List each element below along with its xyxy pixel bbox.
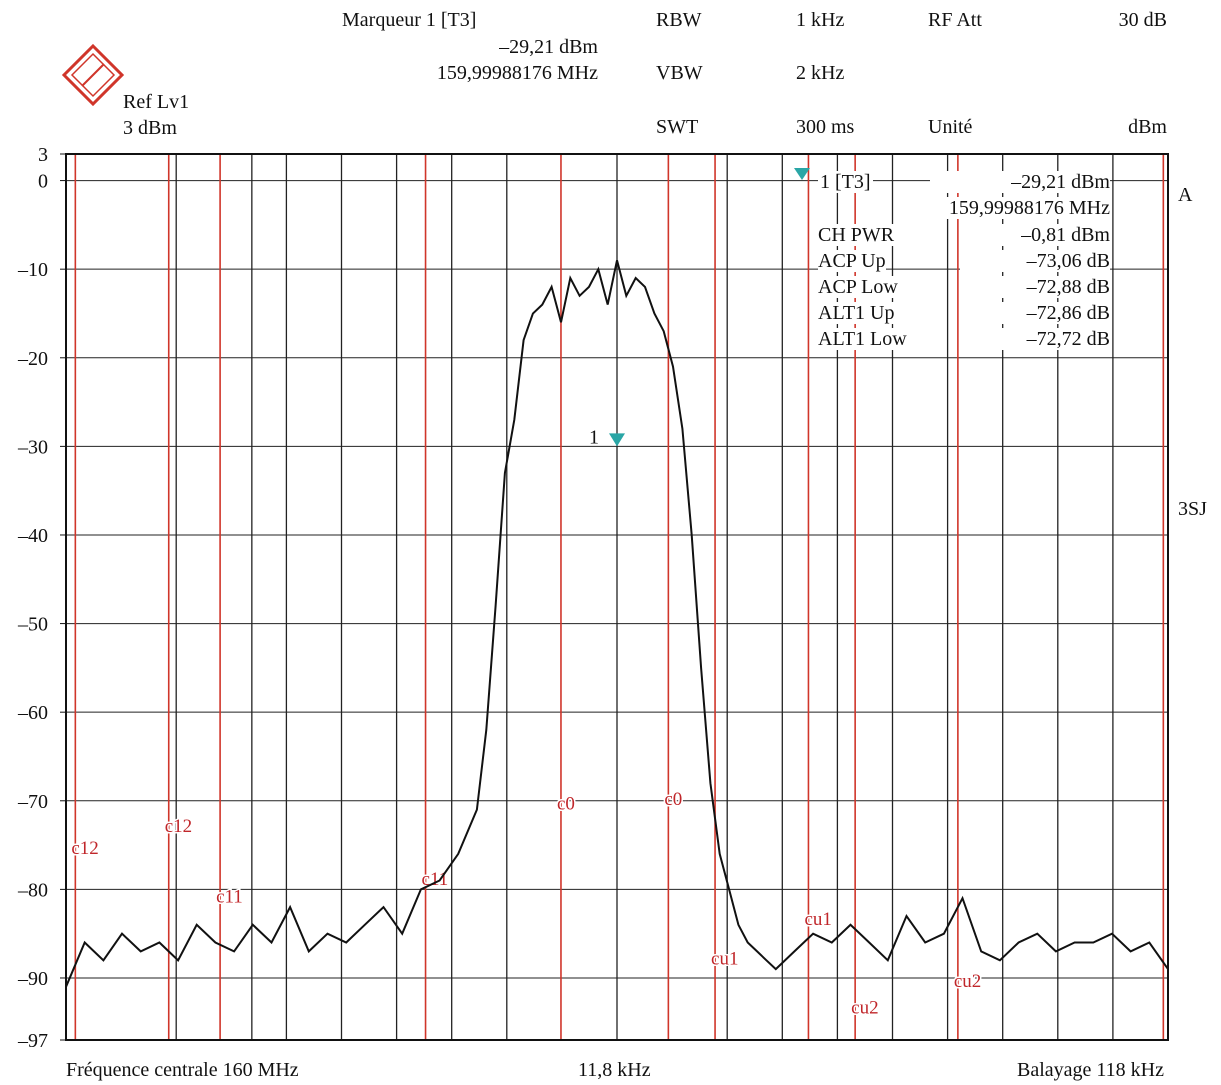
readout-label: ALT1 Low — [818, 328, 907, 350]
ref-value: 3 dBm — [123, 117, 177, 139]
readout-marker-icon — [794, 168, 810, 180]
y-tick-label: –80 — [17, 879, 48, 901]
ref-label: Ref Lv1 — [123, 91, 190, 113]
rfatt-value: 30 dB — [1118, 9, 1167, 31]
marker-title: Marqueur 1 [T3] — [342, 9, 477, 31]
channel-label: cu1 — [711, 949, 738, 970]
readout-value: –73,06 dB — [960, 250, 1110, 272]
readout-value: –72,86 dB — [960, 302, 1110, 324]
y-tick-label: –10 — [17, 259, 48, 281]
y-tick-label: –20 — [17, 348, 48, 370]
readout-value: –72,88 dB — [960, 276, 1110, 298]
swt-value: 300 ms — [796, 116, 855, 138]
channel-label: c11 — [216, 887, 243, 908]
readout-marker-freq: 159,99988176 MHz — [900, 197, 1110, 219]
y-tick-label: 3 — [38, 144, 48, 166]
channel-label: c0 — [557, 794, 575, 815]
channel-label: c12 — [165, 816, 192, 837]
readout-label: CH PWR — [818, 224, 895, 246]
marker-label: 1 — [589, 426, 599, 448]
vbw-label: VBW — [656, 62, 703, 84]
channel-label: cu2 — [954, 971, 981, 992]
readout-label: ACP Up — [818, 250, 886, 272]
readout-value: –72,72 dB — [960, 328, 1110, 350]
y-axis-ticks: 3 0 –10 –20 –30 –40 –50 –60 –70 –80 –90 –97 — [17, 144, 66, 1052]
center-frequency: Fréquence centrale 160 MHz — [66, 1059, 299, 1081]
channel-label: cu1 — [804, 909, 831, 930]
readout-label: ACP Low — [818, 276, 898, 298]
y-tick-label: –97 — [17, 1030, 48, 1052]
marker-group: 1 — [589, 168, 810, 448]
rbw-value: 1 kHz — [796, 9, 845, 31]
plot-frame — [65, 153, 1169, 1041]
channel-label: c0 — [664, 789, 682, 810]
swt-label: SWT — [656, 116, 699, 138]
readout-label: ALT1 Up — [818, 302, 895, 324]
detector-label: 3SJ — [1178, 498, 1207, 520]
y-tick-label: –40 — [17, 525, 48, 547]
y-tick-label: 0 — [38, 171, 48, 193]
y-tick-label: –30 — [17, 436, 48, 458]
rbw-label: RBW — [656, 9, 702, 31]
readout-value: –0,81 dBm — [960, 224, 1110, 246]
y-tick-label: –50 — [17, 614, 48, 636]
span: Balayage 118 kHz — [1017, 1059, 1164, 1081]
trace-a-label: A — [1178, 184, 1193, 206]
channel-label: cu2 — [851, 997, 878, 1018]
marker-freq: 159,99988176 MHz — [436, 62, 598, 84]
readout-marker: 1 [T3] — [818, 171, 873, 193]
division-width: 11,8 kHz — [578, 1059, 651, 1081]
marker-triangle-icon — [609, 433, 625, 447]
channel-label: c12 — [71, 838, 98, 859]
spectrum-trace — [65, 260, 1169, 988]
rfatt-label: RF Att — [928, 9, 982, 31]
unit-label: Unité — [928, 116, 973, 138]
y-tick-label: –60 — [17, 702, 48, 724]
y-tick-label: –90 — [17, 968, 48, 990]
readout-marker-level: –29,21 dBm — [930, 171, 1110, 193]
marker-level: –29,21 dBm — [499, 36, 598, 58]
unit-value: dBm — [1128, 116, 1167, 138]
rs-logo — [60, 42, 126, 108]
vbw-value: 2 kHz — [796, 62, 845, 84]
y-tick-label: –70 — [17, 791, 48, 813]
